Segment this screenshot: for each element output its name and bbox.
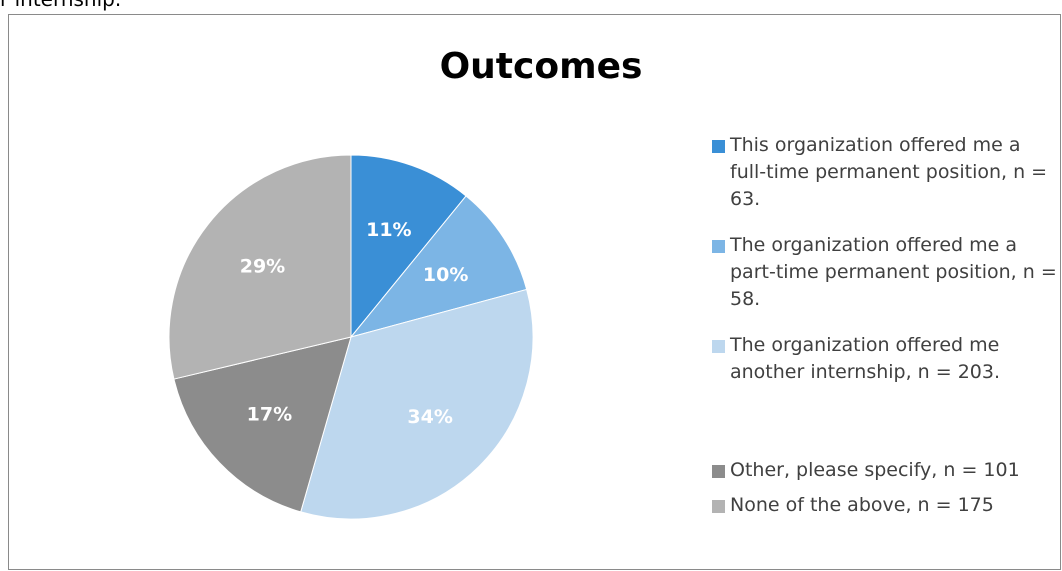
legend-item: None of the above, n = 175 bbox=[712, 492, 1057, 519]
legend-swatch bbox=[712, 240, 725, 253]
pie-slice bbox=[300, 288, 534, 520]
data-label: 17% bbox=[247, 403, 292, 425]
data-label: 10% bbox=[423, 264, 468, 286]
legend-label: Other, please specify, n = 101 bbox=[730, 459, 1020, 481]
legend-swatch bbox=[712, 465, 725, 478]
legend-swatch bbox=[712, 140, 725, 153]
pie-slice bbox=[173, 336, 352, 513]
legend-label: None of the above, n = 175 bbox=[730, 494, 994, 516]
data-label: 11% bbox=[366, 219, 411, 241]
data-label: 34% bbox=[407, 406, 452, 428]
data-label: 29% bbox=[240, 256, 285, 278]
pie-slice bbox=[168, 154, 352, 380]
legend-swatch bbox=[712, 340, 725, 353]
legend-item: This organization offered me a full-time… bbox=[712, 132, 1057, 213]
pie-slice bbox=[349, 195, 528, 338]
legend-label: The organization offered me another inte… bbox=[730, 334, 1001, 383]
legend-item: The organization offered me another inte… bbox=[712, 332, 1057, 386]
caption-fragment: r internship. bbox=[0, 0, 121, 11]
legend-item: Other, please specify, n = 101 bbox=[712, 457, 1057, 484]
legend-swatch bbox=[712, 500, 725, 513]
pie-slice bbox=[350, 154, 467, 339]
chart-title: Outcomes bbox=[440, 46, 643, 87]
legend-label: This organization offered me a full-time… bbox=[730, 134, 1048, 210]
legend-item: The organization offered me a part-time … bbox=[712, 232, 1057, 313]
legend-label: The organization offered me a part-time … bbox=[730, 234, 1057, 310]
